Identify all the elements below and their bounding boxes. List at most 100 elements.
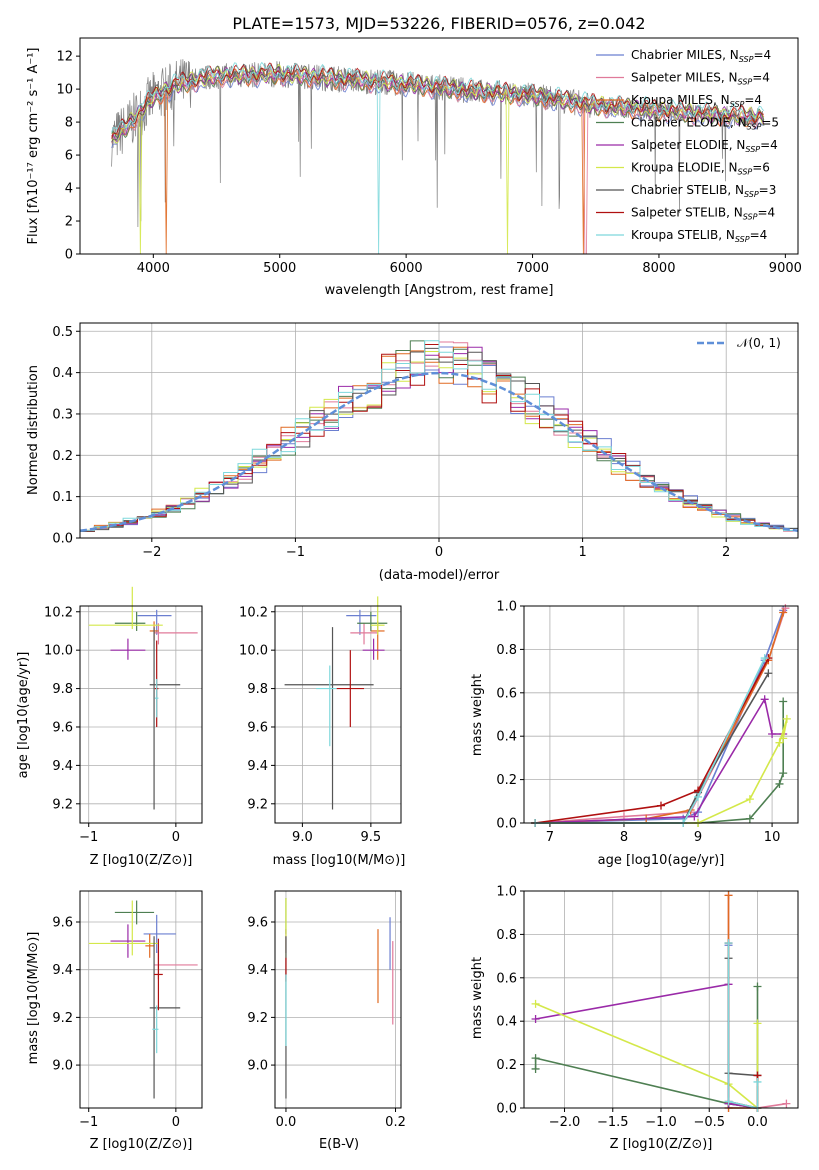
tick-label-x: −1.0 [645, 1115, 677, 1130]
tick-label-y: 0.0 [52, 532, 73, 547]
tick-label-x: 4000 [137, 261, 170, 276]
tick-label-y: 0.8 [496, 643, 517, 658]
tick-label-y: 9.6 [247, 720, 268, 735]
spectrum-frame [79, 37, 799, 255]
legend-value: =3 [759, 183, 777, 197]
residual-plot: −2 −1 0 1 2 0.0 0.1 0.2 0.3 0.4 0.5 [52, 323, 799, 560]
tick-label-y: 1.0 [496, 885, 517, 900]
tick-label-y: 9.4 [52, 963, 73, 978]
legend-subscript: SSP [738, 78, 753, 87]
legend-entry: Kroupa STELIB, NSSP=4 [631, 228, 767, 244]
spectrum-plot: 4000 5000 6000 7000 8000 9000 0 2 4 6 8 10 12 [56, 50, 801, 276]
tick-label-x: 0 [172, 1115, 180, 1130]
weight-marker [779, 608, 788, 617]
weight-line [535, 701, 784, 824]
tick-label-x: 5000 [263, 261, 296, 276]
tick-label-y: 9.2 [52, 1011, 73, 1026]
weight-z-ylabel: mass weight [470, 957, 485, 1039]
weight-marker [753, 1019, 762, 1028]
weight-marker [531, 1015, 540, 1024]
age-mass-frame [274, 605, 402, 824]
tick-label-y: 4 [65, 182, 73, 197]
tick-label-y: 9.0 [247, 1059, 268, 1074]
weight-marker [690, 812, 699, 821]
tick-label-y: 9.8 [247, 682, 268, 697]
legend-subscript: SSP [743, 213, 758, 222]
tick-label-x: 7000 [516, 261, 549, 276]
weight-z-xlabel: Z [log10(Z/Z⊙)] [610, 1137, 713, 1152]
tick-label-x: 9 [694, 830, 702, 845]
residual-ylabel: Normed distribution [26, 365, 41, 495]
weight-line [727, 943, 759, 1109]
legend-entry: Chabrier MILES, NSSP=4 [631, 48, 771, 64]
weight-vs-age-plot: 7 8 9 10 0.0 0.2 0.4 0.6 0.8 1.0 [496, 600, 798, 845]
tick-label-y: 0.4 [52, 366, 73, 381]
tick-label-y: 9.2 [52, 797, 73, 812]
model-spectrum-line [111, 61, 765, 255]
weight-marker [694, 792, 703, 801]
legend-value: =5 [761, 116, 779, 130]
weight-marker [768, 730, 777, 739]
tick-label-y: 9.4 [52, 759, 73, 774]
tick-label-y: 12 [56, 50, 73, 65]
tick-label-x: 0.0 [747, 1115, 768, 1130]
tick-label-x: 8000 [642, 261, 675, 276]
tick-label-x: −2 [142, 545, 161, 560]
legend-value: =4 [750, 228, 768, 242]
legend-subscript: SSP [744, 190, 759, 199]
model-spectrum-line [111, 63, 765, 255]
legend-subscript: SSP [738, 168, 753, 177]
mass-vs-metallicity-plot: −1 0 9.0 9.2 9.4 9.6 [52, 891, 202, 1130]
weight-marker [753, 982, 762, 991]
mass-ebv-frame [274, 890, 402, 1109]
weight-marker [724, 1097, 733, 1106]
age-z-frame [79, 605, 203, 824]
tick-label-x: −0.5 [693, 1115, 725, 1130]
weight-marker [745, 814, 754, 823]
tick-label-y: 0.4 [496, 1015, 517, 1030]
weight-line [727, 895, 758, 1109]
legend-value: =4 [753, 48, 771, 62]
tick-label-y: 2 [65, 215, 73, 230]
tick-label-y: 0.4 [496, 730, 517, 745]
tick-label-y: 0.5 [52, 325, 73, 340]
weight-line [727, 945, 758, 1109]
tick-label-y: 0.3 [52, 407, 73, 422]
mass-vs-extinction-plot: 0.0 0.2 9.0 9.2 9.4 9.6 [247, 891, 406, 1130]
tick-label-y: 0.0 [496, 1102, 517, 1117]
tick-label-x: −2.0 [549, 1115, 581, 1130]
weight-marker [745, 795, 754, 804]
weight-line [534, 657, 770, 824]
normal-distribution-line [79, 371, 799, 533]
legend-subscript: SSP [735, 235, 750, 244]
tick-label-y: 6 [65, 149, 73, 164]
tick-label-x: 0.0 [276, 1115, 297, 1130]
model-spectrum-line [111, 63, 764, 143]
weight-age-frame [523, 605, 799, 824]
tick-label-y: 0.1 [52, 490, 73, 505]
tick-label-y: 10.2 [239, 605, 268, 620]
weight-marker [779, 769, 788, 778]
weight-marker [775, 779, 784, 788]
weight-marker [531, 999, 540, 1008]
weight-marker [764, 669, 773, 678]
legend-entry: Chabrier ELODIE, NSSP=5 [631, 116, 779, 132]
tick-label-y: 9.6 [52, 720, 73, 735]
weight-line [535, 610, 784, 824]
weight-line [535, 672, 770, 824]
weight-marker [657, 801, 665, 810]
tick-label-y: 9.0 [52, 1059, 73, 1074]
tick-label-y: 1.0 [496, 600, 517, 615]
tick-label-y: 9.4 [247, 963, 268, 978]
tick-label-y: 0.0 [496, 817, 517, 832]
weight-line [535, 1003, 759, 1110]
spectrum-ylabel: Flux [fλ10⁻¹⁷ erg cm⁻² s⁻¹ A⁻¹] [26, 48, 41, 245]
weight-marker [724, 939, 733, 948]
weight-line [727, 958, 758, 1077]
weight-age-xlabel: age [log10(age/yr)] [598, 853, 725, 868]
tick-label-y: 0.2 [496, 773, 517, 788]
age-mass-xlabel: mass [log10(M/M⊙)] [273, 853, 406, 868]
mass-z-frame [79, 890, 203, 1109]
tick-label-y: 0.2 [496, 1058, 517, 1073]
weight-line [535, 983, 758, 1109]
